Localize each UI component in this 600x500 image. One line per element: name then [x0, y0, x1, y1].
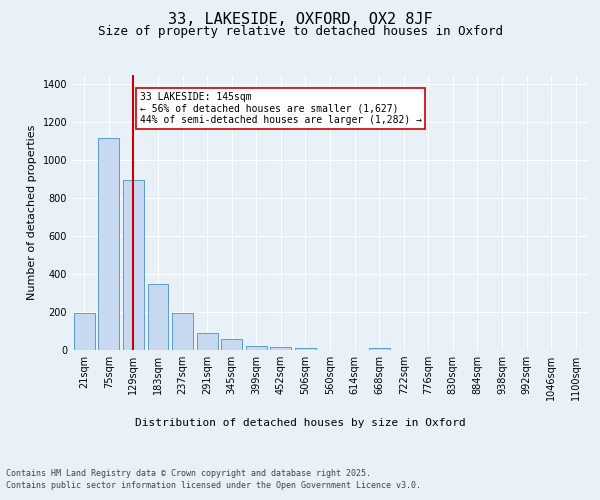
- Y-axis label: Number of detached properties: Number of detached properties: [27, 125, 37, 300]
- Text: Size of property relative to detached houses in Oxford: Size of property relative to detached ho…: [97, 25, 503, 38]
- Bar: [148, 284, 169, 350]
- Bar: [172, 313, 193, 350]
- Bar: [246, 346, 267, 350]
- Bar: [74, 312, 95, 350]
- Text: Contains public sector information licensed under the Open Government Licence v3: Contains public sector information licen…: [6, 481, 421, 490]
- Bar: [98, 138, 119, 350]
- Text: Distribution of detached houses by size in Oxford: Distribution of detached houses by size …: [134, 418, 466, 428]
- Bar: [123, 180, 144, 350]
- Bar: [271, 347, 292, 350]
- Bar: [221, 339, 242, 350]
- Bar: [368, 348, 389, 350]
- Bar: [197, 332, 218, 350]
- Text: 33, LAKESIDE, OXFORD, OX2 8JF: 33, LAKESIDE, OXFORD, OX2 8JF: [167, 12, 433, 28]
- Bar: [295, 348, 316, 350]
- Text: 33 LAKESIDE: 145sqm
← 56% of detached houses are smaller (1,627)
44% of semi-det: 33 LAKESIDE: 145sqm ← 56% of detached ho…: [140, 92, 422, 126]
- Text: Contains HM Land Registry data © Crown copyright and database right 2025.: Contains HM Land Registry data © Crown c…: [6, 468, 371, 477]
